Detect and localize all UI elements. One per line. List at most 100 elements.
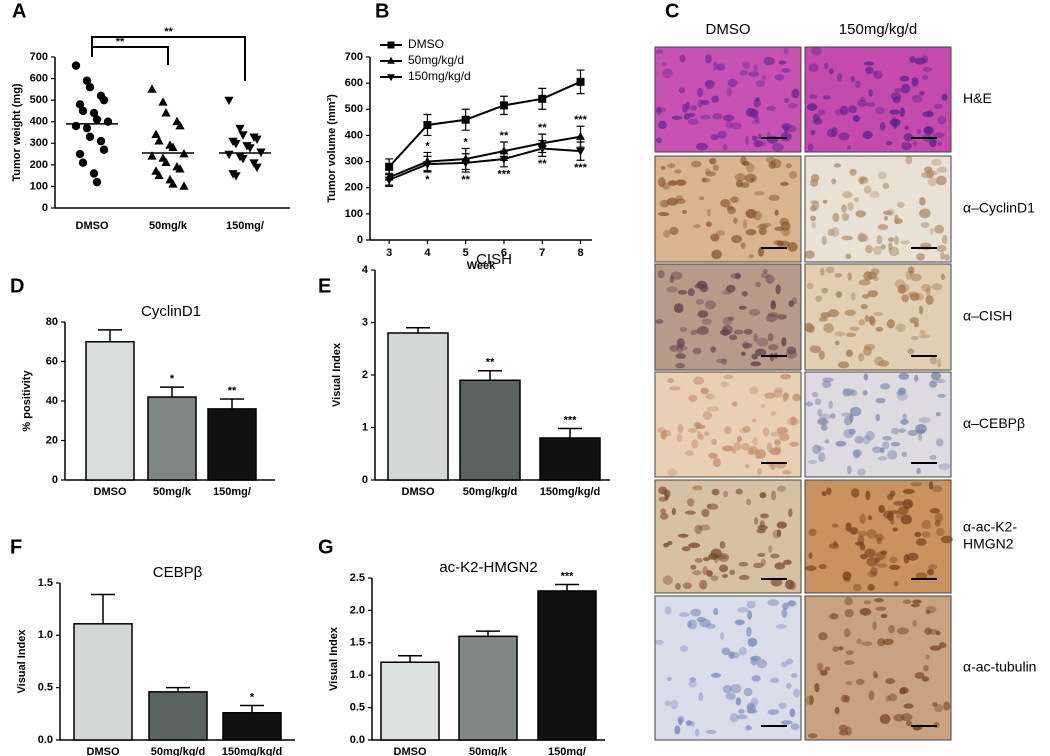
tissue-texture (726, 87, 732, 97)
y-tick-label: 80 (46, 316, 58, 328)
tissue-texture (845, 650, 854, 655)
tissue-texture (723, 144, 728, 151)
tissue-texture (767, 344, 779, 351)
bar (85, 341, 135, 481)
significance-label: ** (116, 36, 125, 48)
tissue-texture (657, 177, 666, 188)
tissue-texture (675, 582, 681, 590)
tissue-texture (725, 120, 733, 129)
tissue-texture (864, 315, 870, 323)
tissue-texture (874, 673, 879, 679)
tissue-texture (673, 303, 684, 314)
tissue-texture (721, 573, 728, 579)
tissue-texture (889, 556, 898, 564)
significance-label: ** (461, 174, 470, 186)
chart-title: ac-K2-HMGN2 (439, 559, 537, 576)
tissue-texture (667, 163, 676, 169)
tissue-texture (835, 291, 843, 298)
tissue-texture (753, 98, 761, 108)
tissue-texture (783, 559, 792, 565)
tissue-texture (886, 319, 895, 329)
tissue-texture (701, 318, 712, 325)
tissue-texture (918, 305, 924, 315)
tissue-texture (902, 599, 912, 605)
x-tick-label: 50mg/k (149, 220, 188, 232)
tissue-texture (811, 392, 819, 398)
tissue-texture (860, 304, 868, 310)
tissue-texture (690, 564, 697, 570)
tissue-texture (892, 96, 901, 104)
tissue-texture (850, 488, 860, 498)
tissue-texture (905, 155, 913, 165)
tissue-texture (695, 298, 704, 305)
tissue-texture (866, 528, 877, 539)
tissue-texture (741, 291, 748, 297)
tissue-texture (859, 513, 867, 524)
tissue-texture (676, 343, 684, 353)
tissue-texture (857, 530, 867, 537)
tissue-texture (696, 326, 709, 335)
tissue-texture (692, 347, 702, 355)
data-point (82, 123, 92, 133)
bar (73, 623, 133, 741)
tissue-texture (834, 340, 840, 346)
tissue-texture (767, 709, 780, 716)
tissue-texture (888, 242, 893, 251)
y-tick-label: 2.0 (350, 604, 365, 616)
tissue-texture (760, 272, 770, 279)
tissue-texture (916, 429, 926, 434)
micrograph (654, 155, 802, 263)
significance-label: * (250, 691, 255, 703)
tissue-texture (814, 683, 820, 693)
tissue-texture (940, 273, 945, 281)
tissue-texture (770, 462, 776, 471)
tissue-texture (876, 537, 882, 545)
tissue-texture (886, 141, 893, 146)
tissue-texture (776, 426, 788, 435)
tissue-texture (922, 111, 934, 118)
panel-letter: C (665, 0, 679, 22)
tissue-texture (873, 311, 884, 317)
significance-label: ** (538, 158, 547, 170)
tissue-texture (683, 113, 690, 120)
tissue-texture (841, 694, 848, 703)
micrograph (654, 46, 802, 153)
tissue-texture (749, 386, 759, 395)
tissue-texture (902, 413, 907, 420)
tissue-texture (751, 353, 758, 360)
tissue-texture (780, 720, 793, 725)
tissue-texture (916, 467, 921, 475)
tissue-texture (852, 115, 861, 122)
tissue-texture (940, 535, 953, 544)
tissue-texture (657, 212, 670, 217)
tissue-texture (741, 442, 750, 451)
data-point (154, 170, 164, 180)
tissue-texture (709, 157, 717, 165)
tissue-texture (774, 209, 779, 216)
tissue-texture (743, 328, 753, 335)
tissue-texture (667, 377, 675, 384)
tissue-texture (728, 316, 735, 321)
data-point (147, 151, 157, 160)
tissue-texture (712, 457, 721, 468)
tissue-texture (815, 295, 823, 302)
data-point (154, 136, 164, 145)
tissue-texture (879, 714, 891, 725)
tissue-texture (738, 428, 749, 434)
tissue-texture (781, 337, 787, 347)
x-tick-label: 4 (424, 247, 431, 259)
tissue-texture (674, 169, 682, 174)
tissue-texture (894, 214, 899, 225)
tissue-texture (919, 329, 926, 335)
micrograph-border (654, 263, 802, 371)
error-bar (476, 630, 500, 637)
tissue-texture (759, 520, 765, 528)
tissue-texture (931, 171, 939, 176)
tissue-texture (862, 130, 873, 140)
tissue-texture (725, 284, 736, 293)
tissue-texture (818, 317, 828, 322)
tissue-texture (845, 681, 853, 686)
data-point (168, 179, 178, 188)
tissue-texture (779, 373, 792, 380)
